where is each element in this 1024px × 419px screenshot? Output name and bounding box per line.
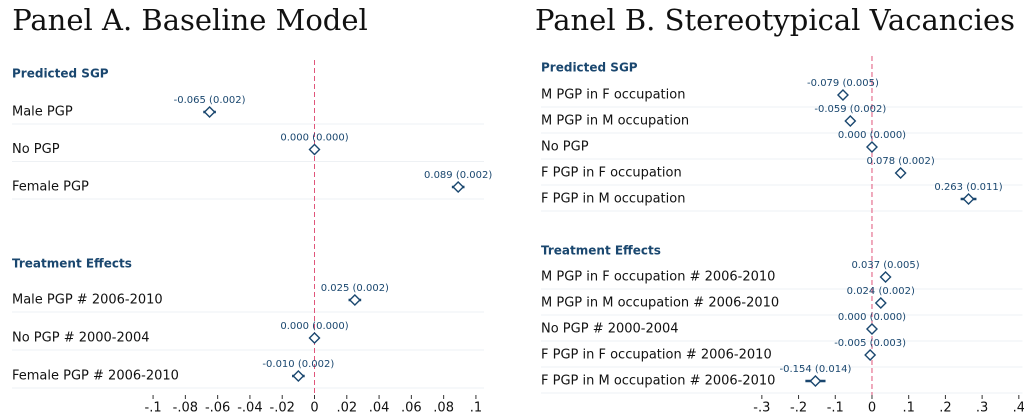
value-label: 0.263 (0.011) (934, 182, 1002, 193)
value-label: -0.154 (0.014) (780, 364, 852, 375)
value-label: 0.000 (0.000) (280, 133, 348, 144)
x-tick-label: 0 (310, 401, 318, 416)
x-tick-label: -.02 (270, 401, 295, 416)
value-label: -0.010 (0.002) (262, 359, 334, 370)
panel-title: Panel B. Stereotypical Vacancies (535, 3, 1015, 37)
category-label: M PGP in F occupation # 2006-2010 (541, 270, 775, 285)
x-tick-label: .1 (902, 401, 914, 416)
category-label: M PGP in F occupation (541, 88, 685, 103)
marker (452, 181, 465, 193)
category-label: No PGP (12, 142, 60, 157)
category-label: F PGP in M occupation (541, 192, 685, 207)
value-label: 0.000 (0.000) (838, 130, 906, 141)
category-label: F PGP in M occupation # 2006-2010 (541, 374, 775, 389)
category-label: Male PGP # 2006-2010 (12, 293, 163, 308)
marker (292, 370, 305, 382)
category-label: M PGP in M occupation (541, 114, 689, 129)
marker (864, 349, 877, 361)
category-label: F PGP in F occupation # 2006-2010 (541, 348, 772, 363)
marker (844, 115, 857, 127)
category-label: F PGP in F occupation (541, 166, 682, 181)
x-tick-label: -.08 (173, 401, 198, 416)
x-tick-label: .4 (1013, 401, 1024, 416)
x-tick-label: .08 (433, 401, 454, 416)
x-tick-label: .3 (976, 401, 988, 416)
value-label: -0.065 (0.002) (174, 95, 246, 106)
value-label: 0.025 (0.002) (321, 283, 389, 294)
marker (308, 332, 321, 344)
group-header: Predicted SGP (12, 67, 109, 81)
value-label: -0.059 (0.002) (814, 104, 886, 115)
marker (836, 89, 849, 101)
category-label: M PGP in M occupation # 2006-2010 (541, 296, 779, 311)
x-tick-label: .02 (336, 401, 357, 416)
value-label: 0.000 (0.000) (280, 321, 348, 332)
panel-title: Panel A. Baseline Model (12, 3, 368, 37)
x-tick-label: -.04 (237, 401, 262, 416)
value-label: 0.024 (0.002) (847, 286, 915, 297)
group-header: Treatment Effects (12, 257, 132, 271)
marker (308, 143, 321, 156)
category-label: Male PGP (12, 105, 73, 120)
value-label: 0.037 (0.005) (851, 260, 919, 271)
marker (865, 141, 878, 153)
marker (962, 193, 975, 205)
marker (348, 294, 361, 306)
marker (865, 323, 878, 335)
marker (894, 167, 907, 179)
x-tick-label: 0 (868, 401, 876, 416)
x-tick-label: .1 (470, 401, 482, 416)
x-tick-label: .06 (401, 401, 422, 416)
x-tick-label: -.2 (790, 401, 807, 416)
category-label: Female PGP # 2006-2010 (12, 369, 179, 384)
group-header: Predicted SGP (541, 61, 638, 75)
x-tick-label: -.06 (205, 401, 230, 416)
x-tick-label: -.3 (753, 401, 770, 416)
value-label: 0.000 (0.000) (838, 312, 906, 323)
x-tick-label: -.1 (145, 401, 162, 416)
group-header: Treatment Effects (541, 244, 661, 258)
category-label: Female PGP (12, 180, 89, 195)
marker (203, 106, 216, 118)
category-label: No PGP # 2000-2004 (12, 331, 150, 346)
category-label: No PGP (541, 140, 589, 155)
value-label: 0.089 (0.002) (424, 170, 492, 181)
category-label: No PGP # 2000-2004 (541, 322, 679, 337)
x-tick-label: .2 (939, 401, 951, 416)
marker (874, 297, 887, 309)
value-label: -0.005 (0.003) (834, 338, 906, 349)
x-tick-label: .04 (369, 401, 390, 416)
marker (879, 271, 892, 283)
value-label: 0.078 (0.002) (866, 156, 934, 167)
value-label: -0.079 (0.005) (807, 78, 879, 89)
marker (809, 375, 822, 387)
x-tick-label: -.1 (827, 401, 844, 416)
